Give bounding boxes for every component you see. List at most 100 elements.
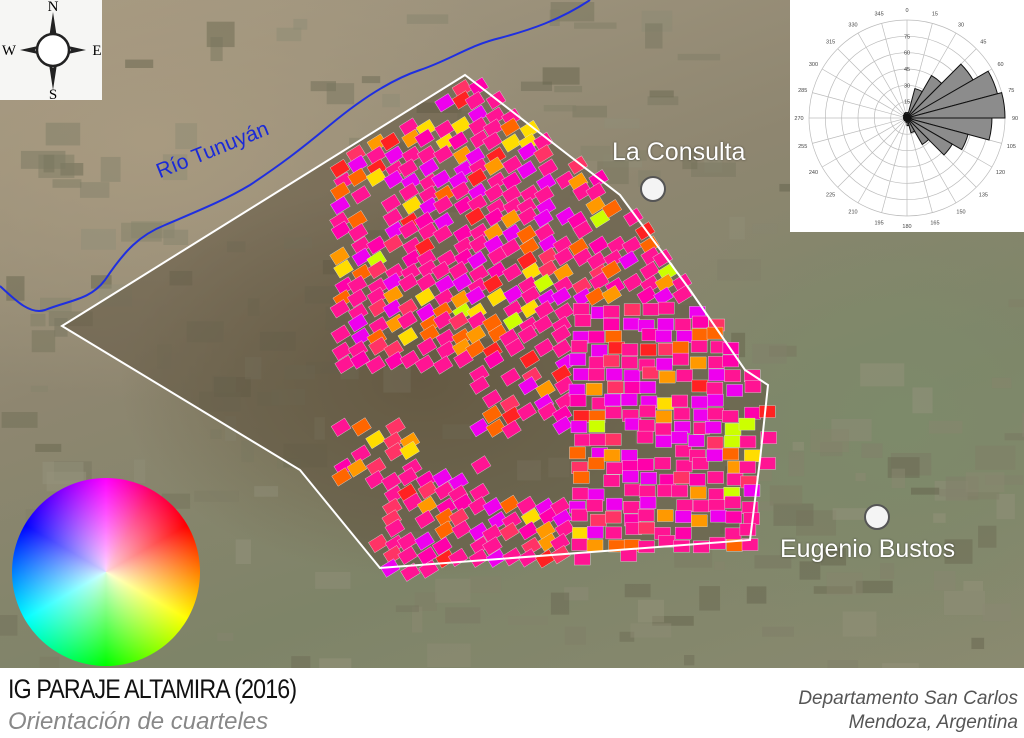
vineyard-parcel xyxy=(516,160,538,180)
vineyard-parcel xyxy=(518,521,539,541)
vineyard-parcel xyxy=(486,261,508,281)
city-marker-eugenio-bustos[interactable] xyxy=(864,504,890,530)
field-patch xyxy=(933,570,956,591)
vineyard-parcel xyxy=(568,383,586,397)
vineyard-parcel xyxy=(722,410,739,423)
vineyard-parcel xyxy=(689,473,706,486)
field-patch xyxy=(1,412,38,428)
rose-angle-label: 255 xyxy=(798,144,807,150)
field-patch xyxy=(554,85,583,93)
field-patch xyxy=(241,440,255,463)
vineyard-parcel xyxy=(555,170,576,190)
compass-s: S xyxy=(49,87,57,100)
vineyard-parcel xyxy=(399,349,421,370)
field-patch xyxy=(910,487,940,495)
vineyard-parcel xyxy=(655,435,672,448)
vineyard-parcel xyxy=(535,379,556,399)
city-label-eugenio-bustos: Eugenio Bustos xyxy=(780,535,956,563)
field-patch xyxy=(978,525,997,548)
field-patch xyxy=(133,459,146,484)
vineyard-parcel xyxy=(368,533,389,553)
vineyard-parcel xyxy=(434,93,455,113)
vineyard-parcel xyxy=(638,485,656,498)
field-patch xyxy=(382,93,400,108)
vineyard-parcel xyxy=(624,483,641,497)
field-patch xyxy=(574,22,617,29)
field-patch xyxy=(928,420,963,434)
vineyard-parcel xyxy=(570,420,588,433)
vineyard-parcel xyxy=(724,527,742,541)
field-patch xyxy=(550,592,570,615)
vineyard-parcel xyxy=(451,90,473,110)
vineyard-parcel xyxy=(706,436,724,450)
vineyard-parcel xyxy=(366,235,387,255)
vineyard-parcel xyxy=(675,459,693,473)
vineyard-parcel xyxy=(349,350,371,370)
vineyard-parcel xyxy=(637,509,655,522)
vineyard-parcel xyxy=(724,496,742,509)
vineyard-parcel xyxy=(364,470,386,490)
vineyard-parcel xyxy=(503,284,524,304)
vineyard-parcel xyxy=(534,338,555,358)
vineyard-parcel xyxy=(516,495,537,515)
vineyard-parcel xyxy=(517,206,538,226)
vineyard-parcel xyxy=(329,299,351,319)
vineyard-parcel xyxy=(655,329,672,343)
vineyard-parcel xyxy=(551,338,573,359)
field-patch xyxy=(445,607,481,624)
rose-angle-label: 165 xyxy=(930,220,939,226)
field-patch xyxy=(121,222,162,242)
vineyard-parcel xyxy=(500,238,521,258)
rose-angle-label: 90 xyxy=(1012,116,1018,122)
vineyard-parcel xyxy=(384,442,405,462)
field-patch xyxy=(939,489,979,497)
vineyard-parcel xyxy=(605,330,622,343)
field-patch xyxy=(855,580,893,594)
field-patch xyxy=(254,486,279,497)
vineyard-parcel xyxy=(551,286,572,306)
rose-angle-label: 45 xyxy=(980,40,986,46)
vineyard-parcel xyxy=(690,356,707,370)
field-patch xyxy=(520,81,553,92)
field-patch xyxy=(210,429,222,439)
vineyard-parcel xyxy=(704,421,722,434)
field-patch xyxy=(194,490,239,502)
vineyard-parcel xyxy=(418,157,440,178)
rose-petal xyxy=(906,117,953,156)
vineyard-parcel xyxy=(691,395,708,409)
vineyard-parcel xyxy=(482,536,503,556)
field-patch xyxy=(100,156,121,182)
vineyard-parcel xyxy=(655,422,672,436)
rose-spoke xyxy=(837,117,908,188)
vineyard-parcel xyxy=(333,259,354,279)
vineyard-parcel xyxy=(657,318,674,331)
vineyard-parcel xyxy=(485,106,506,126)
rose-spoke xyxy=(857,117,908,204)
city-marker-la-consulta[interactable] xyxy=(640,176,666,202)
rose-angle-label: 345 xyxy=(874,12,883,18)
vineyard-parcel xyxy=(708,356,725,369)
vineyard-parcel xyxy=(623,317,640,331)
rose-radial-label: 60 xyxy=(904,51,910,57)
rose-spoke xyxy=(857,32,908,119)
vineyard-parcel xyxy=(642,366,659,380)
vineyard-parcel xyxy=(417,480,439,500)
vineyard-parcel xyxy=(451,272,473,292)
rose-center xyxy=(903,114,911,122)
vineyard-parcel xyxy=(484,183,505,203)
vineyard-parcel xyxy=(365,167,387,188)
rose-spoke xyxy=(837,48,908,119)
field-patch xyxy=(468,576,502,593)
map-overlay xyxy=(0,0,1024,668)
rose-angle-label: 0 xyxy=(905,8,908,14)
vineyard-parcel xyxy=(605,510,622,524)
field-patch xyxy=(319,658,352,668)
vineyard-parcel xyxy=(603,305,620,318)
vineyard-parcel xyxy=(691,514,708,528)
vineyard-parcel xyxy=(329,158,351,179)
vineyard-parcel xyxy=(675,526,692,540)
field-patch xyxy=(543,105,577,112)
vineyard-parcel xyxy=(351,417,372,437)
vineyard-parcel xyxy=(482,274,504,294)
vineyard-parcel xyxy=(588,368,605,382)
